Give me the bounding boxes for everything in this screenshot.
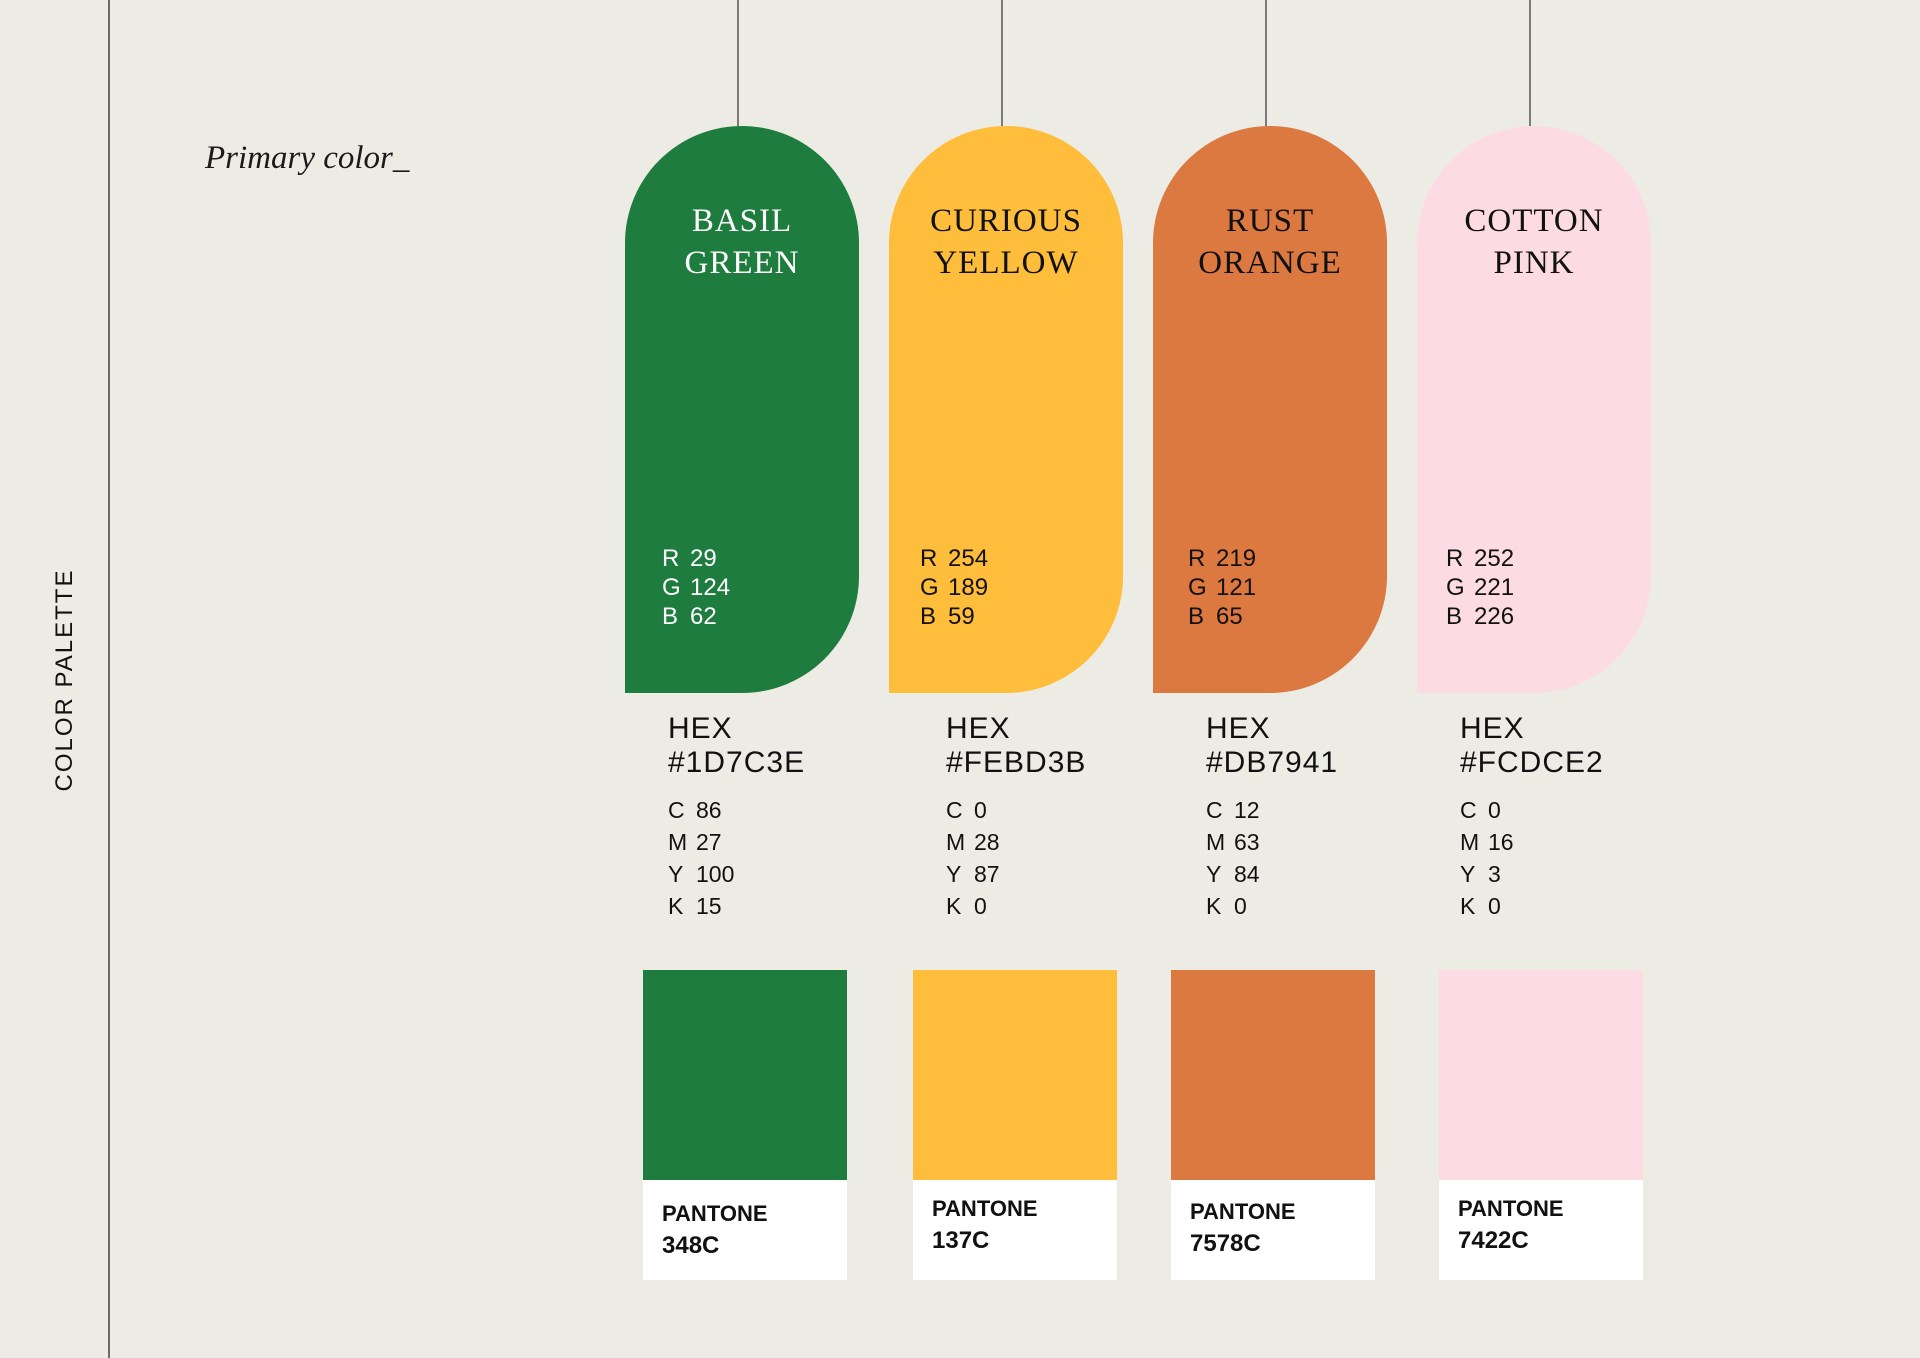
rgb-row-r: R 219: [1188, 545, 1257, 572]
color-name-line: PINK: [1493, 245, 1575, 281]
rgb-row-b: B 59: [920, 603, 975, 630]
color-arch: RUST ORANGE R 219 G 121 B 65: [1153, 126, 1387, 693]
color-name-line: ORANGE: [1198, 245, 1342, 281]
hanging-line: [1529, 0, 1531, 126]
pantone-code: 7422C: [1458, 1227, 1529, 1254]
cmyk-row-y: Y 84: [1206, 861, 1260, 887]
color-name: RUST ORANGE: [1153, 200, 1387, 284]
pantone-code: 7578C: [1190, 1230, 1261, 1257]
rgb-row-b: B 62: [662, 603, 717, 630]
color-name: BASIL GREEN: [625, 200, 859, 284]
hex-block: HEX #1D7C3E: [668, 712, 805, 780]
color-name-line: GREEN: [684, 245, 800, 281]
color-column-curious-yellow: CURIOUS YELLOW R 254 G 189 B 59 HEX #FEBD3B…: [889, 0, 1123, 1290]
pantone-code: 137C: [932, 1227, 990, 1254]
hex-label: HEX: [1460, 712, 1525, 745]
pantone-title: PANTONE: [1190, 1199, 1296, 1224]
hanging-line: [1265, 0, 1267, 126]
cmyk-row-m: M 28: [946, 829, 1000, 855]
pantone-chip: PANTONE 137C: [913, 970, 1117, 1280]
hex-label: HEX: [668, 712, 733, 745]
pantone-label: PANTONE 137C: [932, 1193, 1038, 1257]
hex-value: #1D7C3E: [668, 746, 806, 779]
cmyk-row-k: K 15: [668, 893, 722, 919]
cmyk-row-m: M 63: [1206, 829, 1260, 855]
color-arch: COTTON PINK R 252 G 221 B 226: [1417, 126, 1651, 693]
pantone-swatch: [1171, 970, 1375, 1180]
rgb-row-r: R 254: [920, 545, 989, 572]
color-name-line: COTTON: [1464, 203, 1604, 239]
cmyk-values: C 86 M 27 Y 100 K 15: [668, 794, 734, 922]
rgb-row-g: G 124: [662, 574, 731, 601]
hex-block: HEX #FCDCE2: [1460, 712, 1604, 780]
hanging-line: [1001, 0, 1003, 126]
hex-value: #FCDCE2: [1460, 746, 1604, 779]
cmyk-row-y: Y 100: [668, 861, 735, 887]
cmyk-row-y: Y 87: [946, 861, 1000, 887]
rgb-values: R 29 G 124 B 62: [662, 544, 730, 631]
cmyk-row-c: C 86: [668, 797, 722, 823]
hanging-line: [737, 0, 739, 126]
color-name: CURIOUS YELLOW: [889, 200, 1123, 284]
pantone-chip: PANTONE 7422C: [1439, 970, 1643, 1280]
pantone-chip: PANTONE 348C: [643, 970, 847, 1280]
hex-label: HEX: [1206, 712, 1271, 745]
hex-value: #FEBD3B: [946, 746, 1087, 779]
pantone-label: PANTONE 7422C: [1458, 1193, 1564, 1257]
color-name-line: BASIL: [691, 203, 793, 239]
pantone-swatch: [913, 970, 1117, 1180]
pantone-label: PANTONE 348C: [662, 1198, 768, 1262]
rgb-row-b: B 226: [1446, 603, 1515, 630]
hex-value: #DB7941: [1206, 746, 1339, 779]
color-name-line: RUST: [1225, 203, 1315, 239]
section-label: Primary color_: [205, 140, 410, 176]
hex-label: HEX: [946, 712, 1011, 745]
side-title: COLOR PALETTE: [51, 568, 78, 792]
cmyk-row-m: M 27: [668, 829, 722, 855]
color-name: COTTON PINK: [1417, 200, 1651, 284]
pantone-chip: PANTONE 7578C: [1171, 970, 1375, 1280]
vertical-rule: [108, 0, 110, 1358]
rgb-row-b: B 65: [1188, 603, 1243, 630]
color-arch: CURIOUS YELLOW R 254 G 189 B 59: [889, 126, 1123, 693]
pantone-title: PANTONE: [662, 1201, 768, 1226]
rgb-row-g: G 221: [1446, 574, 1515, 601]
rgb-row-r: R 29: [662, 545, 717, 572]
hex-block: HEX #DB7941: [1206, 712, 1338, 780]
color-column-basil-green: BASIL GREEN R 29 G 124 B 62 HEX #1D7C3E C 86…: [625, 0, 859, 1290]
rgb-row-g: G 189: [920, 574, 989, 601]
cmyk-row-m: M 16: [1460, 829, 1514, 855]
color-name-line: CURIOUS: [930, 203, 1082, 239]
hex-block: HEX #FEBD3B: [946, 712, 1086, 780]
rgb-row-r: R 252: [1446, 545, 1515, 572]
pantone-title: PANTONE: [932, 1196, 1038, 1221]
color-name-line: YELLOW: [933, 245, 1079, 281]
pantone-label: PANTONE 7578C: [1190, 1196, 1296, 1260]
pantone-code: 348C: [662, 1232, 720, 1259]
pantone-swatch: [1439, 970, 1643, 1180]
cmyk-row-c: C 12: [1206, 797, 1260, 823]
pantone-title: PANTONE: [1458, 1196, 1564, 1221]
rgb-values: R 252 G 221 B 226: [1446, 544, 1514, 631]
color-arch: BASIL GREEN R 29 G 124 B 62: [625, 126, 859, 693]
rgb-values: R 219 G 121 B 65: [1188, 544, 1256, 631]
pantone-swatch: [643, 970, 847, 1180]
rgb-values: R 254 G 189 B 59: [920, 544, 988, 631]
rgb-row-g: G 121: [1188, 574, 1257, 601]
color-column-cotton-pink: COTTON PINK R 252 G 221 B 226 HEX #FCDCE2 C…: [1417, 0, 1651, 1290]
